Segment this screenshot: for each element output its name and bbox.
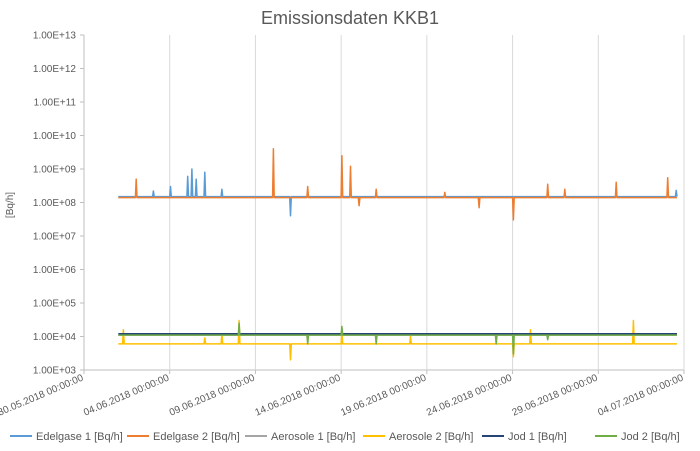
x-tick-label: 09.06.2018 00:00:00 xyxy=(168,372,257,418)
series-line-2 xyxy=(118,148,677,221)
series-line-4 xyxy=(118,319,677,361)
series-line-1 xyxy=(118,168,678,217)
y-tick-label: 1.00E+10 xyxy=(33,131,77,142)
legend-label: Jod 1 [Bq/h] xyxy=(508,431,567,443)
legend-label: Aerosole 2 [Bq/h] xyxy=(389,431,473,443)
data-series xyxy=(118,148,678,361)
legend-label: Aerosole 1 [Bq/h] xyxy=(271,431,355,443)
legend-label: Edelgase 1 [Bq/h] xyxy=(36,431,123,443)
y-axis-ticks: 1.00E+03 1.00E+04 1.00E+05 1.00E+06 1.00E+07… xyxy=(33,31,84,377)
y-tick-label: 1.00E+07 xyxy=(33,232,77,243)
x-tick-label: 19.06.2018 00:00:00 xyxy=(339,372,428,418)
series-line-6 xyxy=(118,322,677,355)
legend: Edelgase 1 [Bq/h] Edelgase 2 [Bq/h] Aeroso… xyxy=(10,431,680,443)
y-tick-label: 1.00E+09 xyxy=(33,165,77,176)
x-tick-label: 04.06.2018 00:00:00 xyxy=(82,372,171,418)
x-tick-label: 14.06.2018 00:00:00 xyxy=(254,372,343,418)
y-tick-label: 1.00E+03 xyxy=(33,366,77,377)
y-tick-label: 1.00E+04 xyxy=(33,332,77,343)
y-tick-label: 1.00E+12 xyxy=(33,64,77,75)
y-axis-label: [Bq/h] xyxy=(5,192,16,218)
y-tick-label: 1.00E+08 xyxy=(33,198,77,209)
y-tick-label: 1.00E+05 xyxy=(33,299,77,310)
legend-label: Jod 2 [Bq/h] xyxy=(621,431,680,443)
y-tick-label: 1.00E+11 xyxy=(34,98,77,109)
chart-title: Emissionsdaten KKB1 xyxy=(261,8,439,28)
y-tick-label: 1.00E+13 xyxy=(33,31,77,42)
legend-label: Edelgase 2 [Bq/h] xyxy=(153,431,240,443)
x-tick-label: 24.06.2018 00:00:00 xyxy=(425,372,514,418)
y-tick-label: 1.00E+06 xyxy=(33,265,77,276)
x-tick-label: 30.05.2018 00:00:00 xyxy=(0,372,86,418)
grid-lines xyxy=(83,35,685,371)
x-tick-label: 29.06.2018 00:00:00 xyxy=(511,372,600,418)
x-tick-label: 04.07.2018 00:00:00 xyxy=(596,372,685,418)
